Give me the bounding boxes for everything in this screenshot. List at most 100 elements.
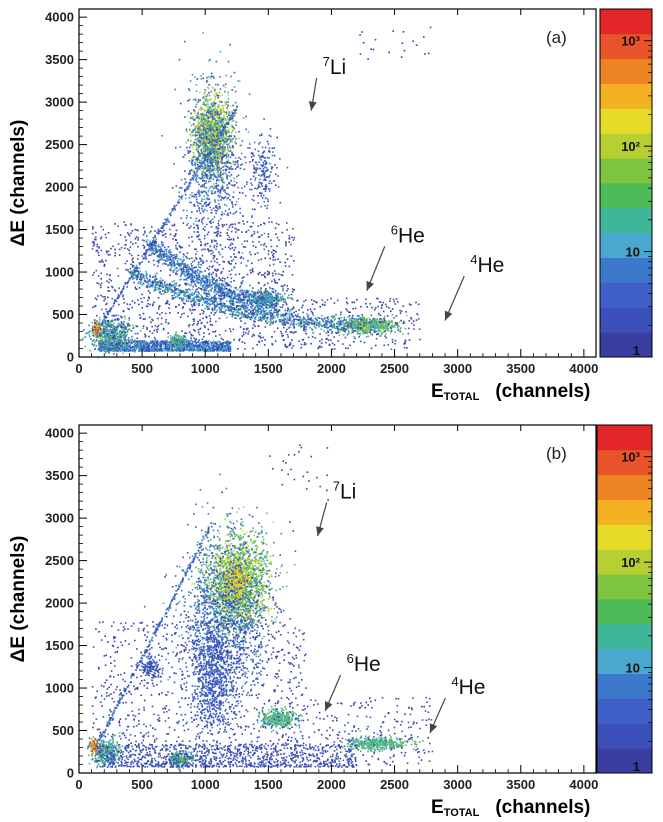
heat-point (160, 255, 163, 257)
heat-point (256, 292, 258, 295)
heat-point (337, 326, 340, 328)
heat-point (226, 135, 229, 138)
heat-point (195, 217, 198, 220)
heat-point (154, 280, 156, 282)
heat-point (199, 99, 201, 102)
heat-point (167, 289, 170, 291)
heat-point (232, 311, 235, 313)
heat-point (336, 327, 338, 330)
heat-point (149, 285, 151, 287)
heat-point (243, 301, 246, 304)
heat-point (161, 258, 164, 261)
heat-point (219, 127, 221, 129)
heat-point (195, 148, 198, 151)
heat-point (339, 322, 342, 324)
heat-point (253, 141, 256, 144)
heat-point (198, 193, 200, 195)
heat-point (231, 184, 234, 187)
heat-point (228, 288, 231, 291)
heat-point (215, 137, 218, 140)
heat-point (212, 165, 215, 168)
heat-point (212, 136, 214, 138)
heat-point (274, 184, 277, 187)
heat-point (163, 293, 165, 295)
heat-point (201, 136, 204, 138)
heat-point (214, 132, 216, 134)
heat-point (201, 107, 203, 110)
heat-point (325, 323, 327, 325)
heat-point (194, 129, 197, 131)
heat-point (385, 333, 387, 335)
heat-point (129, 277, 132, 279)
heat-point (234, 291, 236, 293)
heat-point (257, 187, 259, 189)
heat-point (158, 249, 161, 251)
heat-point (220, 111, 223, 114)
heat-point (180, 187, 183, 189)
heat-point (200, 124, 202, 126)
heat-point (264, 294, 267, 296)
heat-point (215, 176, 217, 178)
heat-point (359, 321, 362, 324)
heat-point (211, 134, 214, 137)
heat-point (190, 117, 192, 119)
heat-point (207, 157, 210, 160)
heat-point (170, 265, 173, 267)
heat-point (220, 291, 223, 294)
heat-point (197, 277, 200, 279)
heat-point (411, 322, 413, 325)
heat-point (216, 207, 219, 209)
heat-point (234, 161, 237, 163)
heat-point (231, 308, 234, 311)
heat-point (310, 328, 313, 330)
heat-point (239, 290, 241, 292)
heat-point (246, 301, 248, 304)
heat-point (366, 318, 368, 321)
heat-point (231, 168, 234, 170)
heat-point (173, 269, 176, 271)
heat-point (264, 300, 267, 302)
heat-point (188, 88, 190, 90)
heat-point (202, 260, 204, 262)
heat-point (214, 121, 216, 124)
heat-point (228, 194, 231, 197)
heat-point (197, 134, 200, 136)
heat-point (226, 213, 228, 216)
heat-point (374, 325, 377, 327)
heat-point (186, 146, 188, 149)
heat-point (211, 279, 213, 281)
heat-point (233, 180, 235, 183)
heat-point (272, 312, 274, 315)
heat-point (209, 283, 212, 286)
heat-point (396, 324, 399, 327)
heat-point (185, 292, 187, 294)
heat-point (276, 314, 278, 317)
heat-point (267, 143, 270, 145)
heat-point (277, 299, 280, 301)
heat-point (188, 293, 191, 295)
heat-point (226, 108, 229, 111)
heat-point (225, 134, 228, 136)
heat-point (153, 243, 155, 246)
heat-point (225, 74, 228, 77)
heat-point (195, 258, 198, 260)
heat-point (210, 133, 212, 136)
heat-point (219, 308, 221, 311)
heat-point (199, 270, 201, 272)
heat-point (186, 270, 189, 273)
heat-point (199, 138, 202, 141)
heat-point (209, 120, 212, 122)
heat-point (203, 102, 205, 104)
heat-point (194, 99, 197, 102)
heat-point (175, 284, 177, 287)
heat-point (215, 298, 218, 301)
heat-point (247, 309, 249, 311)
heat-point (219, 146, 222, 148)
heat-point (154, 246, 157, 248)
heat-point (154, 247, 156, 250)
heat-point (199, 106, 202, 109)
heat-point (191, 130, 193, 133)
heat-point (299, 323, 302, 325)
heat-point (191, 240, 194, 243)
heat-point (240, 144, 242, 147)
